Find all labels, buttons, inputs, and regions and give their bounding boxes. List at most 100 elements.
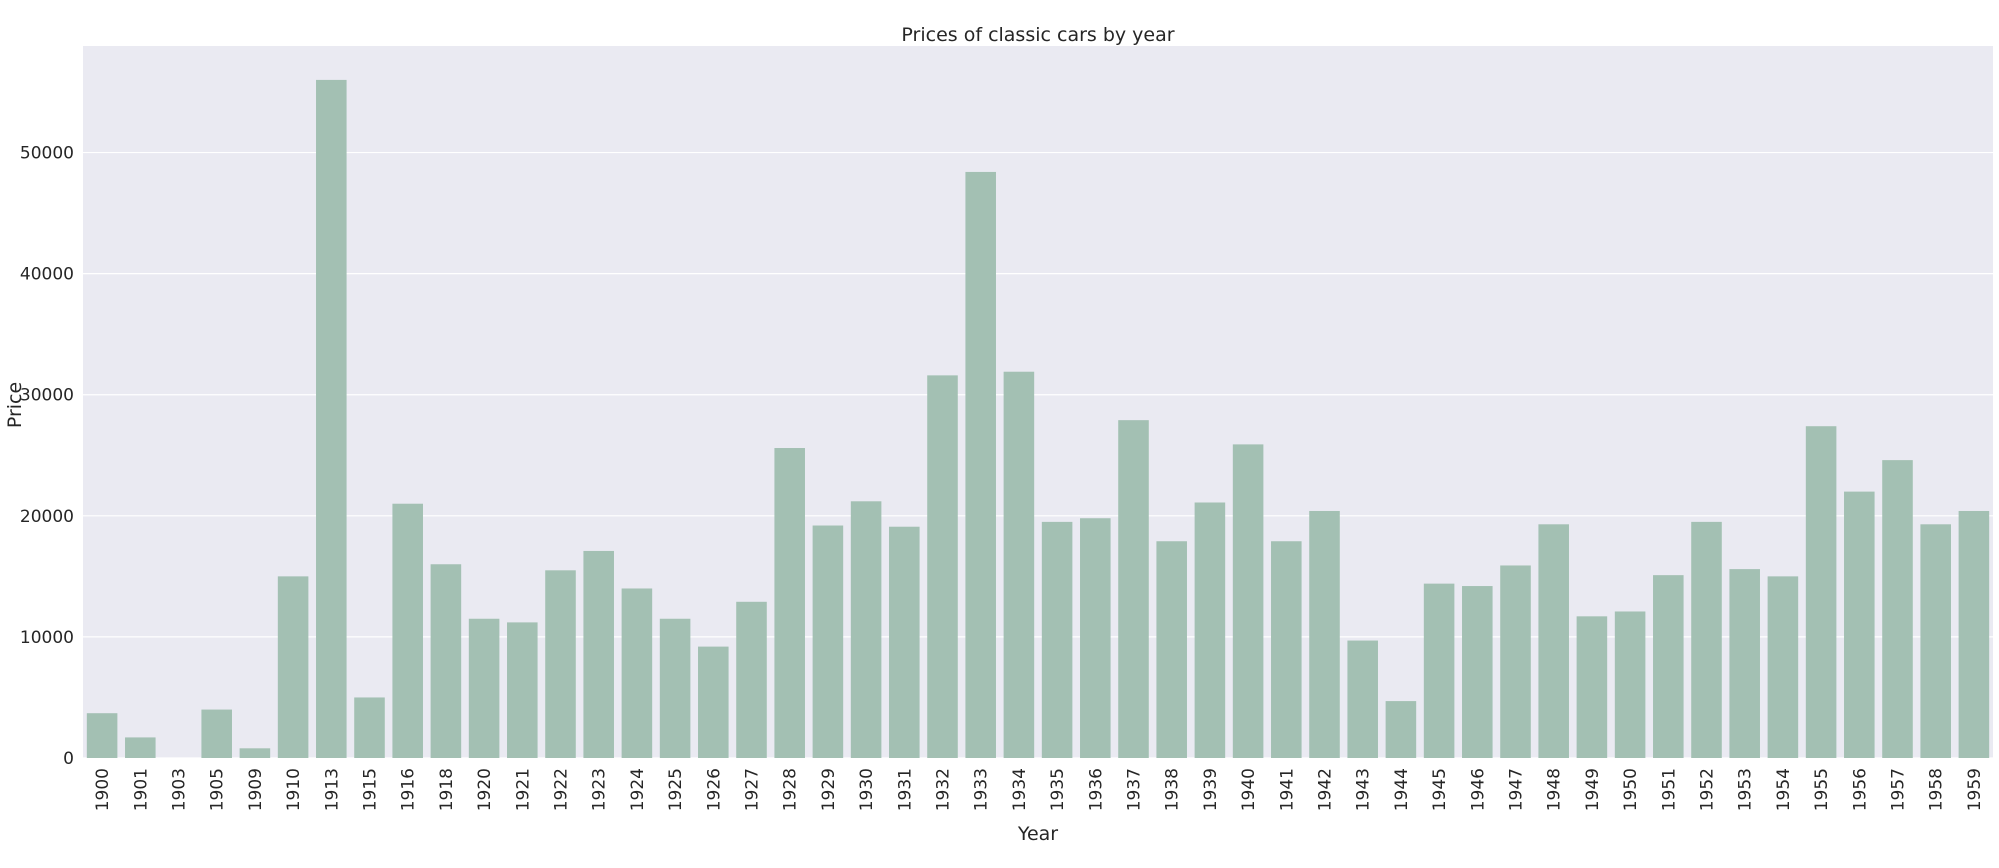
bar-1933 xyxy=(965,171,996,758)
x-tick-label: 1910 xyxy=(284,768,304,811)
x-tick-label: 1950 xyxy=(1621,768,1641,811)
y-tick-labels: 0 10000 20000 30000 40000 50000 xyxy=(20,144,74,769)
x-tick-label: 1936 xyxy=(1086,768,1106,811)
bar-1945 xyxy=(1423,583,1455,758)
bar-1901 xyxy=(125,737,156,758)
x-tick-label: 1946 xyxy=(1468,768,1488,811)
bar-1900 xyxy=(86,713,118,758)
x-tick-label: 1953 xyxy=(1736,768,1756,811)
y-tick-label: 40000 xyxy=(20,265,74,285)
bar-1952 xyxy=(1691,521,1722,758)
bar-1938 xyxy=(1156,541,1187,758)
x-tick-label: 1930 xyxy=(857,768,877,811)
x-tick-label: 1922 xyxy=(552,768,572,811)
chart-title: Prices of classic cars by year xyxy=(901,24,1174,46)
bar-1936 xyxy=(1080,518,1111,758)
x-tick-label: 1955 xyxy=(1812,768,1832,811)
bar-1959 xyxy=(1958,510,1990,758)
bar-1943 xyxy=(1347,640,1378,758)
bar-1927 xyxy=(736,601,767,758)
x-tick-label: 1940 xyxy=(1239,768,1259,811)
x-tick-label: 1918 xyxy=(437,768,457,811)
x-tick-label: 1928 xyxy=(781,768,801,811)
x-tick-label: 1944 xyxy=(1392,768,1412,811)
bar-1924 xyxy=(621,588,653,758)
x-tick-label: 1957 xyxy=(1889,768,1909,811)
bar-1947 xyxy=(1500,565,1531,758)
x-tick-label: 1934 xyxy=(1010,768,1030,811)
x-tick-label: 1935 xyxy=(1048,768,1068,811)
y-tick-label: 20000 xyxy=(20,507,74,527)
x-tick-label: 1925 xyxy=(666,768,686,811)
bar-1905 xyxy=(201,709,232,758)
x-tick-label: 1927 xyxy=(743,768,763,811)
bar-1948 xyxy=(1538,524,1569,758)
bar-1920 xyxy=(468,618,500,758)
x-tick-label: 1932 xyxy=(934,768,954,811)
bar-1926 xyxy=(698,646,729,758)
bar-1921 xyxy=(507,622,538,758)
x-tick-label: 1913 xyxy=(322,768,342,811)
x-tick-label: 1947 xyxy=(1507,768,1527,811)
bar-1956 xyxy=(1844,491,1875,758)
bar-1944 xyxy=(1385,701,1417,758)
bar-1918 xyxy=(430,564,462,758)
bar-1941 xyxy=(1271,541,1302,758)
x-tick-label: 1937 xyxy=(1125,768,1145,811)
bar-1935 xyxy=(1041,521,1073,758)
bar-1925 xyxy=(659,618,691,758)
x-tick-label: 1905 xyxy=(208,768,228,811)
bar-1922 xyxy=(545,570,576,758)
x-tick-label: 1916 xyxy=(399,768,419,811)
y-tick-label: 30000 xyxy=(20,386,74,406)
bar-1953 xyxy=(1729,569,1760,758)
x-axis-label: Year xyxy=(1017,823,1058,845)
x-tick-label: 1942 xyxy=(1316,768,1336,811)
bar-1949 xyxy=(1576,616,1608,758)
x-tick-label: 1943 xyxy=(1354,768,1374,811)
x-tick-label: 1951 xyxy=(1659,768,1679,811)
bar-1958 xyxy=(1920,524,1951,758)
x-tick-label: 1903 xyxy=(170,768,190,811)
bar-1939 xyxy=(1194,502,1226,758)
bar-1934 xyxy=(1003,371,1035,758)
y-tick-label: 0 xyxy=(63,749,74,769)
y-tick-label: 50000 xyxy=(20,144,74,164)
bar-1913 xyxy=(316,79,347,758)
x-tick-label: 1900 xyxy=(93,768,113,811)
bar-1923 xyxy=(583,550,614,758)
bar-1954 xyxy=(1767,576,1799,758)
bar-1916 xyxy=(392,503,423,758)
bar-1928 xyxy=(774,448,805,758)
bar-1950 xyxy=(1614,611,1646,758)
x-tick-labels: 1900 1901 1903 1905 1909 1910 1913 1915 1916 1918… xyxy=(93,768,1985,811)
bar-1909 xyxy=(239,748,271,758)
x-tick-label: 1909 xyxy=(246,768,266,811)
bar-1929 xyxy=(812,525,844,758)
bar-1910 xyxy=(277,576,309,758)
bars xyxy=(86,79,1990,758)
x-tick-label: 1926 xyxy=(704,768,724,811)
bar-1931 xyxy=(889,526,920,758)
bar-1951 xyxy=(1653,575,1684,758)
bar-1940 xyxy=(1232,444,1264,758)
x-tick-label: 1958 xyxy=(1927,768,1947,811)
x-tick-label: 1921 xyxy=(513,768,533,811)
x-tick-label: 1923 xyxy=(590,768,610,811)
bar-1955 xyxy=(1805,426,1837,758)
x-tick-label: 1924 xyxy=(628,768,648,811)
bar-1937 xyxy=(1118,420,1149,758)
x-tick-label: 1933 xyxy=(972,768,992,811)
bar-1915 xyxy=(354,697,385,758)
x-tick-label: 1952 xyxy=(1698,768,1718,811)
x-tick-label: 1941 xyxy=(1277,768,1297,811)
x-tick-label: 1938 xyxy=(1163,768,1183,811)
x-tick-label: 1920 xyxy=(475,768,495,811)
x-tick-label: 1929 xyxy=(819,768,839,811)
bar-1946 xyxy=(1462,586,1493,758)
y-axis-label: Price xyxy=(4,382,26,428)
x-tick-label: 1949 xyxy=(1583,768,1603,811)
x-tick-label: 1939 xyxy=(1201,768,1221,811)
bar-1932 xyxy=(927,375,958,758)
